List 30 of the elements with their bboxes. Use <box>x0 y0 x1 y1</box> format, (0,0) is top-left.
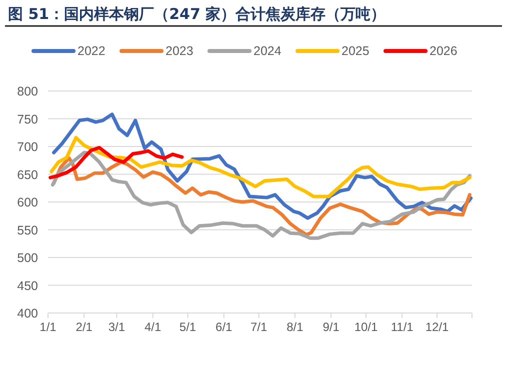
x-tick-label: 6/1 <box>216 320 233 334</box>
y-tick-label: 600 <box>17 196 38 210</box>
line-series <box>50 136 472 198</box>
line-series <box>52 112 473 220</box>
y-tick-label: 700 <box>17 140 38 154</box>
legend-label: 2023 <box>166 44 194 58</box>
y-tick-label: 450 <box>17 278 38 293</box>
y-tick-label: 800 <box>17 84 38 98</box>
legend-label: 2025 <box>342 44 370 58</box>
y-tick-label: 750 <box>17 112 38 126</box>
x-tick-label: 10/1 <box>354 320 378 334</box>
x-tick-label: 4/1 <box>144 320 162 334</box>
legend-label: 2026 <box>430 44 458 58</box>
x-tick-label: 1/1 <box>40 320 57 334</box>
x-tick-label: 11/1 <box>390 320 414 334</box>
y-tick-label: 400 <box>17 306 38 320</box>
line-series <box>48 146 184 180</box>
x-tick-label: 8/1 <box>286 320 304 334</box>
x-tick-label: 7/1 <box>250 320 268 334</box>
y-tick-label: 650 <box>17 168 38 182</box>
x-tick-label: 5/1 <box>179 320 196 334</box>
legend-label: 2022 <box>78 44 106 58</box>
x-tick-label: 9/1 <box>322 320 340 334</box>
x-tick-label: 3/1 <box>108 320 126 334</box>
y-tick-label: 550 <box>17 223 38 238</box>
y-tick-label: 500 <box>17 251 38 265</box>
legend-label: 2024 <box>254 44 282 58</box>
chart-title: 图 51：国内样本钢厂（247 家）合计焦炭库存（万吨） <box>8 5 386 23</box>
x-tick-label: 2/1 <box>76 320 93 334</box>
x-tick-label: 12/1 <box>425 320 450 334</box>
